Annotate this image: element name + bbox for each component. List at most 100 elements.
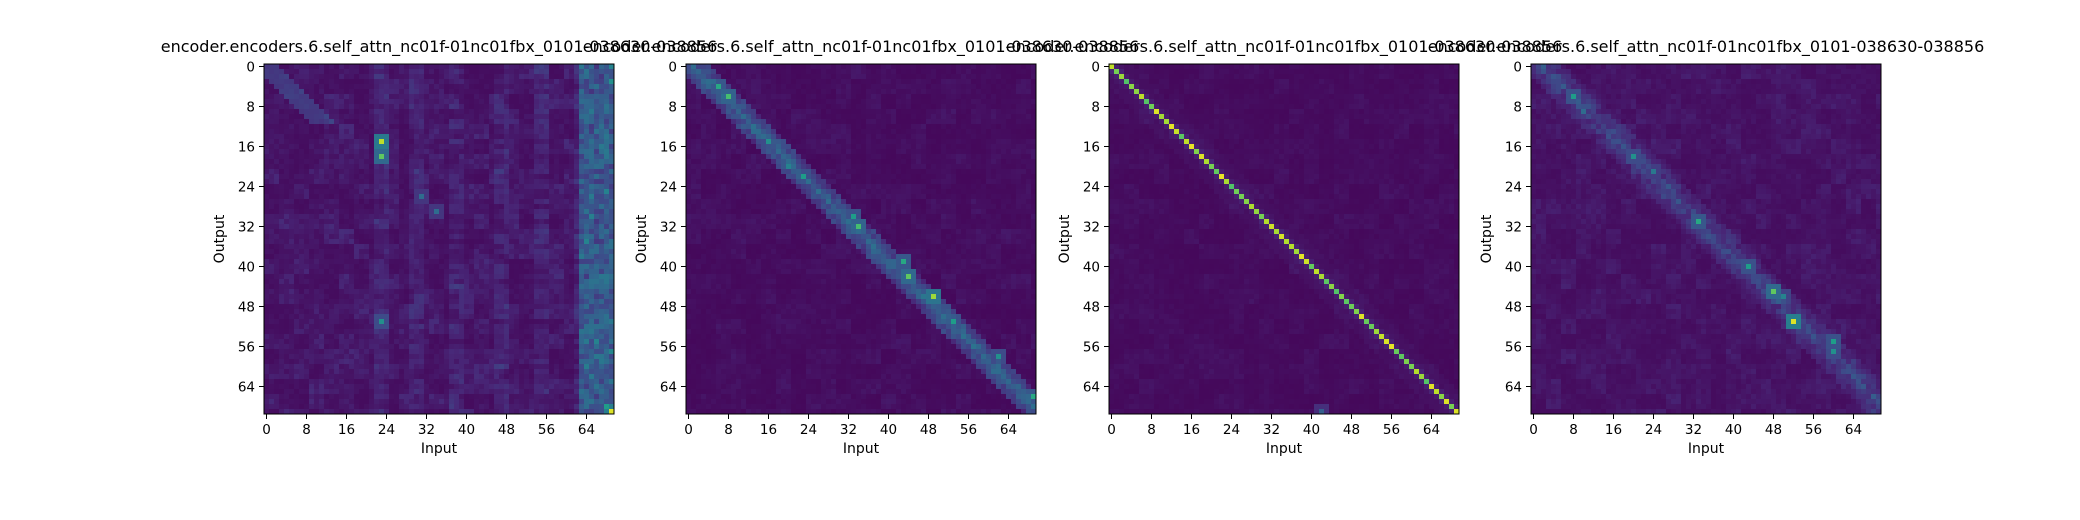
heatmap-cell	[334, 139, 340, 145]
heatmap-cell	[274, 214, 280, 220]
heatmap-cell	[419, 119, 425, 125]
heatmap-cell	[534, 329, 540, 335]
heatmap-cell	[409, 174, 415, 180]
heatmap-cell	[494, 269, 500, 275]
heatmap-cell	[269, 354, 275, 360]
heatmap-cell	[469, 99, 475, 105]
heatmap-cell	[269, 134, 275, 140]
heatmap-cell	[609, 204, 615, 210]
heatmap-cell	[434, 399, 440, 405]
heatmap-cell	[294, 399, 300, 405]
heatmap-cell	[344, 104, 350, 110]
heatmap-cell	[274, 209, 280, 215]
heatmap-cell	[409, 169, 415, 175]
heatmap-cell	[499, 404, 505, 410]
heatmap-cell	[524, 194, 530, 200]
heatmap-cell	[359, 319, 365, 325]
heatmap-cell	[519, 379, 525, 385]
heatmap-cell	[354, 154, 360, 160]
heatmap-cell	[344, 334, 350, 340]
heatmap-cell	[289, 339, 295, 345]
heatmap-cell	[574, 84, 580, 90]
heatmap-cell	[449, 374, 455, 380]
heatmap-cell	[409, 184, 415, 190]
heatmap-cell	[414, 154, 420, 160]
heatmap-cell	[419, 159, 425, 165]
heatmap-cell	[439, 134, 445, 140]
heatmap-cell	[524, 264, 530, 270]
heatmap-cell	[344, 199, 350, 205]
heatmap-cell	[364, 344, 370, 350]
heatmap-cell	[474, 134, 480, 140]
heatmap-cell	[494, 174, 500, 180]
heatmap-cell	[439, 394, 445, 400]
heatmap-cell	[394, 304, 400, 310]
heatmap-cell	[514, 169, 520, 175]
heatmap-cell	[589, 154, 595, 160]
heatmap-cell	[474, 154, 480, 160]
heatmap-cell	[294, 134, 300, 140]
heatmap-cell	[721, 64, 727, 70]
heatmap-cell	[464, 99, 470, 105]
heatmap-cell	[534, 119, 540, 125]
heatmap-cell	[459, 174, 465, 180]
heatmap-cell	[926, 64, 932, 70]
heatmap-cell	[584, 334, 590, 340]
heatmap-cell	[339, 244, 345, 250]
heatmap-cell	[459, 384, 465, 390]
heatmap-cell	[329, 264, 335, 270]
heatmap-cell	[304, 284, 310, 290]
heatmap-cell	[589, 269, 595, 275]
heatmap-cell	[374, 359, 380, 365]
heatmap-cell	[474, 104, 480, 110]
heatmap-cell	[289, 119, 295, 125]
heatmap-cell	[394, 344, 400, 350]
heatmap-cell	[384, 354, 390, 360]
heatmap-cell	[364, 79, 370, 85]
heatmap-cell	[294, 144, 300, 150]
heatmap-cell	[529, 264, 535, 270]
heatmap-cell	[594, 79, 600, 85]
heatmap-cell	[554, 239, 560, 245]
heatmap-cell	[559, 219, 565, 225]
heatmap-cell	[424, 79, 430, 85]
heatmap-cell	[534, 164, 540, 170]
heatmap-cell	[324, 244, 330, 250]
heatmap-cell	[279, 224, 285, 230]
heatmap-cell	[349, 364, 355, 370]
heatmap-cell	[584, 99, 590, 105]
heatmap-cell	[309, 144, 315, 150]
heatmap-cell	[379, 249, 385, 255]
heatmap-cell	[374, 169, 380, 175]
heatmap-cell	[604, 214, 610, 220]
heatmap-cell	[409, 344, 415, 350]
heatmap-cell	[299, 124, 305, 130]
heatmap-cell	[479, 234, 485, 240]
heatmap-cell	[514, 369, 520, 375]
heatmap-cell	[354, 229, 360, 235]
heatmap-cell	[354, 254, 360, 260]
heatmap-cell	[354, 349, 360, 355]
heatmap-cell	[374, 94, 380, 100]
heatmap-cell	[274, 159, 280, 165]
heatmap-cell	[529, 284, 535, 290]
heatmap-cell	[469, 364, 475, 370]
heatmap-cell	[544, 64, 550, 70]
heatmap-cell	[394, 349, 400, 355]
heatmap-cell	[494, 234, 500, 240]
heatmap-cell	[569, 159, 575, 165]
heatmap-cell	[599, 64, 605, 70]
heatmap-cell	[429, 309, 435, 315]
heatmap-cell	[314, 69, 320, 75]
heatmap-cell	[264, 394, 270, 400]
heatmap-cell	[509, 99, 515, 105]
heatmap-cell	[609, 309, 615, 315]
heatmap-cell	[429, 319, 435, 325]
heatmap-cell	[444, 119, 450, 125]
heatmap-cell	[429, 259, 435, 265]
heatmap-cell	[299, 269, 305, 275]
heatmap-cell	[524, 244, 530, 250]
heatmap-cell	[404, 409, 410, 415]
heatmap-cell	[344, 304, 350, 310]
heatmap-cell	[599, 249, 605, 255]
